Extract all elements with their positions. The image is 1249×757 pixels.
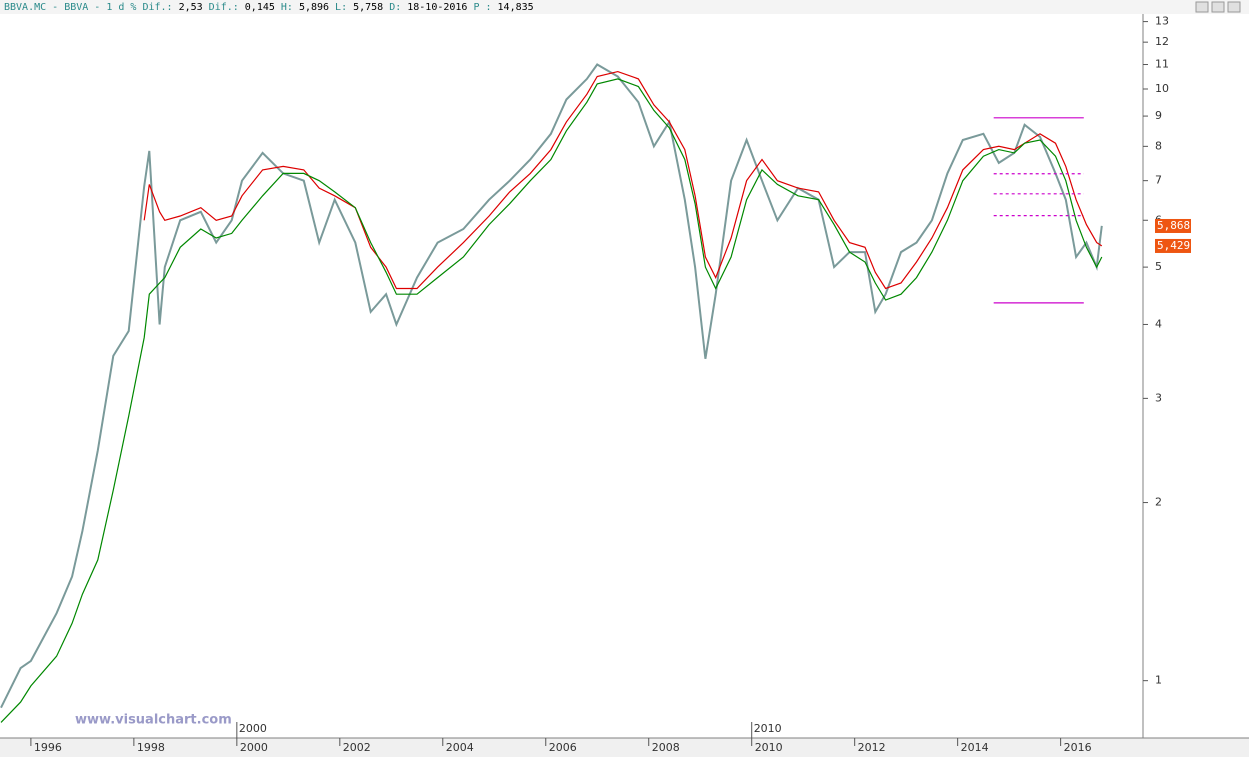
y-tick-label: 4 [1155,317,1162,330]
price-line [143,70,1103,290]
close-button[interactable] [1227,1,1241,13]
y-tick-label: 3 [1155,391,1162,404]
header-bar [0,0,1249,14]
y-tick-label: 1 [1155,674,1162,687]
maximize-button[interactable] [1211,1,1225,13]
x-tick-label: 2012 [858,741,886,754]
y-tick-label: 8 [1155,139,1162,152]
header-text: H: [281,2,293,13]
header-text: P : [473,2,491,13]
y-tick-label: 5 [1155,260,1162,273]
y-tick-label: 2 [1155,496,1162,509]
x-tick-label: 1996 [34,741,62,754]
x-tick-label: 2006 [549,741,577,754]
window-buttons [1195,1,1241,13]
x-tick-label: 2014 [961,741,989,754]
x-tick-label: 2002 [343,741,371,754]
price-label-box [1155,238,1191,253]
header-text: 5,758 [353,2,383,13]
x-tick-label: 2000 [240,741,268,754]
x-tick-label: 2010 [755,741,783,754]
header-text: L: [335,2,347,13]
y-tick-label: 11 [1155,58,1169,71]
price-label: 5,868 [1157,219,1190,232]
x-tick-label: 2008 [652,741,680,754]
x-tick-label: 2016 [1064,741,1092,754]
header-text: 18-10-2016 [407,2,467,13]
y-tick-label: 12 [1155,35,1169,48]
x-tick-label: 1998 [137,741,165,754]
header-text: Dif.: [209,2,239,13]
price-label-box [1155,218,1191,233]
header-text: BBVA.MC - BBVA - 1 d % Dif.: [4,2,173,13]
header-text: 0,145 [245,2,275,13]
decade-label: 2010 [754,722,782,735]
price-label: 5,429 [1157,239,1190,252]
watermark: www.visualchart.com [75,713,232,728]
minimize-button[interactable] [1195,1,1209,13]
y-tick-label: 13 [1155,15,1169,28]
header-text: 2,53 [179,2,203,13]
x-axis-band [0,738,1249,757]
header-text: D: [389,2,401,13]
y-tick-label: 10 [1155,82,1169,95]
header-text: 14,835 [498,2,534,13]
x-tick-label: 2004 [446,741,474,754]
decade-label: 2000 [239,722,267,735]
header-text: 5,896 [299,2,329,13]
y-tick-label: 7 [1155,174,1162,187]
price-line [0,63,1103,709]
y-tick-label: 9 [1155,109,1162,122]
price-line [0,78,1103,723]
